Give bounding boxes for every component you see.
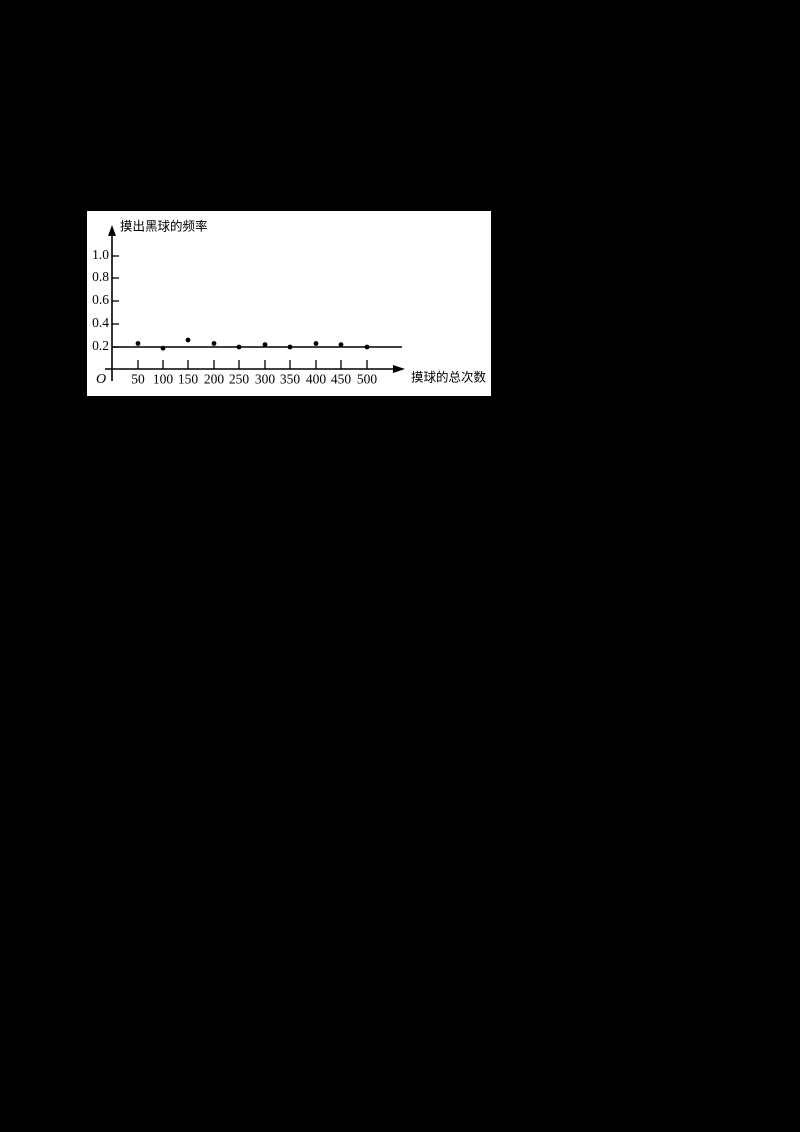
data-point [211, 341, 217, 346]
x-tick-label: 100 [153, 372, 174, 387]
x-tick-label: 450 [331, 372, 352, 387]
data-point [160, 345, 166, 351]
data-point [364, 344, 370, 350]
data-point [262, 342, 268, 347]
data-point [338, 342, 344, 347]
y-tick-label: 0.8 [92, 269, 109, 284]
x-tick-label: 250 [229, 372, 250, 387]
x-tick-label: 150 [178, 372, 199, 387]
figure-panel: 0.2 0.4 0.6 0.8 1.0 50 100 150 200 250 3… [87, 211, 491, 396]
y-tick-label: 0.4 [92, 315, 109, 330]
x-tick-label: 200 [204, 372, 225, 387]
data-point [236, 344, 242, 350]
y-tick-label: 1.0 [92, 247, 109, 262]
y-tick-label: 0.6 [92, 292, 109, 307]
x-tick-label: 400 [306, 372, 327, 387]
data-point [135, 341, 141, 346]
y-tick-label: 0.2 [92, 338, 109, 353]
data-point [185, 337, 191, 343]
y-axis-arrow-icon [108, 225, 116, 236]
x-axis-arrow-icon [393, 365, 405, 373]
frequency-scatter-chart: 0.2 0.4 0.6 0.8 1.0 50 100 150 200 250 3… [92, 219, 487, 387]
x-tick-label: 500 [357, 372, 378, 387]
x-tick-label: 300 [255, 372, 276, 387]
data-point [287, 344, 293, 350]
x-axis-title: 摸球的总次数 [411, 370, 487, 385]
x-tick-label: 350 [280, 372, 301, 387]
data-point [313, 341, 319, 346]
x-tick-label: 50 [131, 372, 145, 387]
origin-label: O [96, 372, 106, 387]
y-axis-title: 摸出黑球的频率 [120, 219, 208, 234]
